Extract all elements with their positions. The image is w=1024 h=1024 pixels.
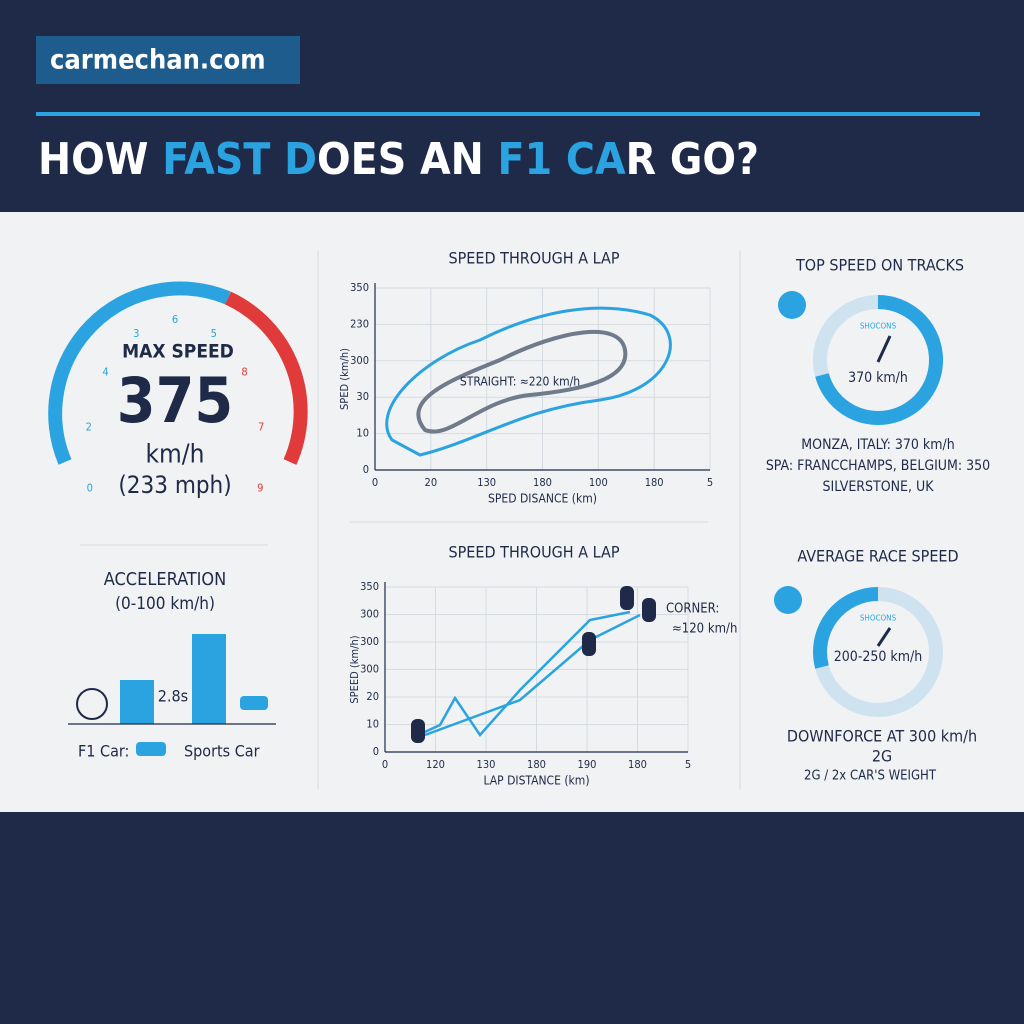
y-axis-label: SPED (km/h) <box>338 348 351 410</box>
tyre-icon <box>642 598 656 622</box>
x-tick-label: 190 <box>578 758 597 771</box>
tyre-icon <box>620 586 634 610</box>
gauge-arc-red <box>225 291 308 465</box>
gauge-caption: SHOCONS <box>860 322 897 331</box>
x-tick-label: 130 <box>477 758 496 771</box>
accel-title: ACCELERATION <box>104 569 227 590</box>
logo-box <box>36 36 300 84</box>
gauge-fill <box>813 587 879 669</box>
stopwatch-icon <box>76 688 108 720</box>
sports-label: Sports Car <box>184 742 260 761</box>
y-tick-label: 300 <box>360 635 379 648</box>
x-tick-label: 0 <box>382 758 388 771</box>
x-tick-label: 5 <box>707 476 713 489</box>
speed-trace <box>424 613 641 737</box>
x-tick-label: 180 <box>628 758 647 771</box>
title-part: OES AN <box>317 134 498 185</box>
downforce-note: 2G / 2x CAR'S WEIGHT <box>804 769 937 784</box>
downforce-value: 2G <box>872 747 892 766</box>
y-tick-label: 0 <box>363 463 369 476</box>
x-tick-label: 120 <box>426 758 445 771</box>
gauge-label: 7 <box>258 421 264 434</box>
y-tick-label: 0 <box>373 745 379 758</box>
gauge-label: 3 <box>133 327 139 340</box>
lap-trace-inner <box>416 329 628 434</box>
accel-time: 2.8s <box>158 687 188 706</box>
car-icon <box>240 696 268 710</box>
sports-bar <box>192 634 226 724</box>
gauge-label: 2 <box>86 421 92 434</box>
y-tick-label: 10 <box>356 427 369 440</box>
max-label: MAX SPEED <box>122 341 234 363</box>
gauge-arc <box>48 281 231 465</box>
section-title: AVERAGE RACE SPEED <box>797 547 958 566</box>
tyre-icon <box>411 719 425 743</box>
downforce-title: DOWNFORCE AT 300 km/h <box>787 727 977 746</box>
gauge-label: 6 <box>172 313 178 326</box>
y-tick-label: 300 <box>350 354 369 367</box>
x-tick-label: 180 <box>533 476 552 489</box>
y-tick-label: 10 <box>366 718 379 731</box>
y-tick-label: 350 <box>350 281 369 294</box>
car-icon <box>136 742 166 756</box>
rule <box>36 112 980 116</box>
chart-title: SPEED THROUGH A LAP <box>448 543 619 562</box>
annotation: ≈120 km/h <box>672 622 737 637</box>
needle <box>876 627 892 647</box>
x-tick-label: 5 <box>685 758 691 771</box>
x-tick-label: 180 <box>645 476 664 489</box>
x-tick-label: 0 <box>372 476 378 489</box>
y-tick-label: 350 <box>360 580 379 593</box>
track-item: MONZA, ITALY: 370 km/h <box>801 437 954 453</box>
x-tick-label: 100 <box>589 476 608 489</box>
footer-band <box>0 812 1024 1024</box>
helmet-icon <box>774 586 802 614</box>
annotation: CORNER: <box>666 602 719 617</box>
x-tick-label: 20 <box>425 476 438 489</box>
track-item: SILVERSTONE, UK <box>823 479 935 495</box>
title-part: F1 CA <box>498 134 626 185</box>
y-tick-label: 30 <box>356 390 369 403</box>
y-axis-label: SPEED (km/h) <box>348 635 361 703</box>
gauge-label: 4 <box>102 365 108 378</box>
y-tick-label: 300 <box>360 663 379 676</box>
y-tick-label: 300 <box>360 608 379 621</box>
f1-bar <box>120 680 154 724</box>
chart-title: SPEED THROUGH A LAP <box>448 249 619 268</box>
x-tick-label: 180 <box>527 758 546 771</box>
annotation: STRAIGHT: ≈220 km/h <box>460 375 580 389</box>
gauge-caption: SHOCONS <box>860 614 897 623</box>
x-tick-label: 130 <box>477 476 496 489</box>
gauge-value: 200-250 km/h <box>834 649 922 665</box>
gauge-label: 0 <box>87 482 93 495</box>
logo: carmechan.com <box>50 45 266 76</box>
speed-trace <box>417 610 631 738</box>
f1-label: F1 Car: <box>78 742 129 761</box>
helmet-icon <box>778 291 806 319</box>
header-band <box>0 0 1024 212</box>
gauge-label: 5 <box>211 327 217 340</box>
gauge-label: 9 <box>257 482 263 495</box>
y-tick-label: 230 <box>350 317 369 330</box>
gauge-value: 370 km/h <box>848 370 908 386</box>
title: HOW FAST DOES AN F1 CAR GO? <box>38 134 759 185</box>
max-mph: (233 mph) <box>118 471 231 499</box>
title-part: R GO? <box>626 134 759 185</box>
x-axis-label: SPED DISANCE (km) <box>488 492 597 506</box>
needle <box>876 335 892 363</box>
title-part: HOW <box>38 134 162 185</box>
gauge-fill <box>815 295 943 425</box>
max-value: 375 <box>117 364 233 437</box>
y-tick-label: 20 <box>366 690 379 703</box>
x-axis-label: LAP DISTANCE (km) <box>483 774 589 788</box>
track-item: SPA: FRANCCHAMPS, BELGIUM: 350 <box>766 458 990 474</box>
accel-sub: (0-100 km/h) <box>115 594 215 614</box>
title-part: FAST D <box>162 134 317 185</box>
tyre-icon <box>582 632 596 656</box>
lap-trace <box>385 306 672 457</box>
section-title: TOP SPEED ON TRACKS <box>795 256 964 275</box>
gauge-label: 8 <box>241 365 247 378</box>
max-unit: km/h <box>145 440 204 470</box>
